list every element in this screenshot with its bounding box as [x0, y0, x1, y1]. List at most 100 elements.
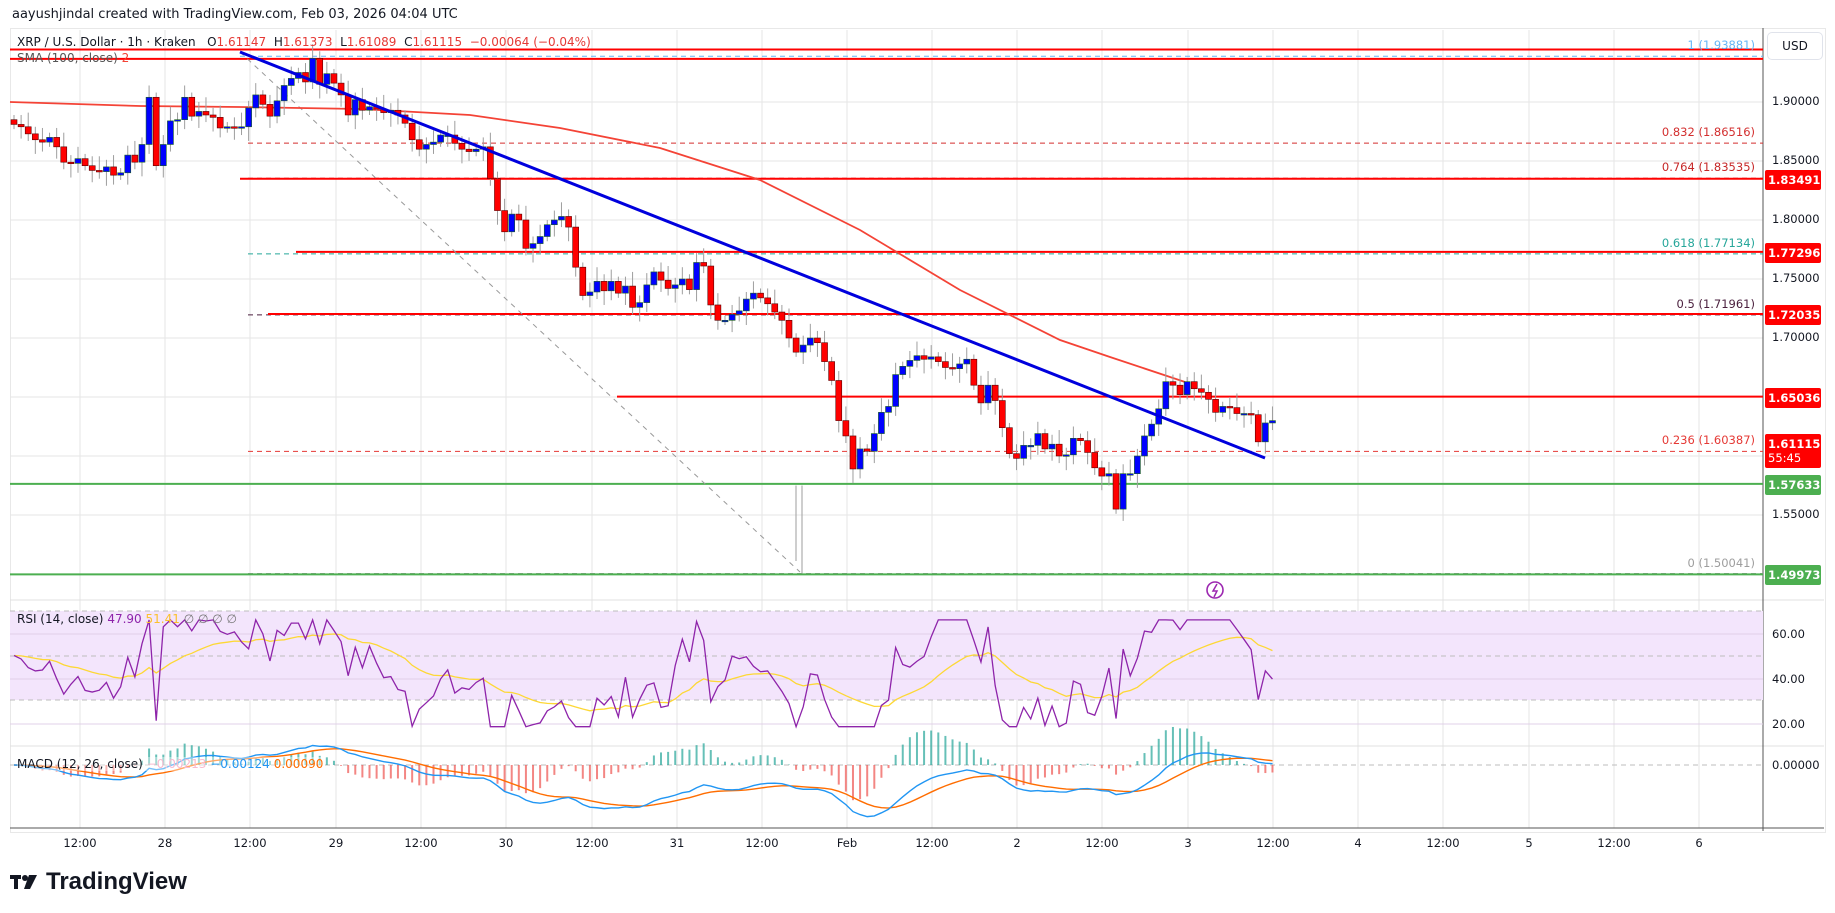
candle-down	[515, 213, 523, 221]
candle-up	[1062, 454, 1070, 457]
close-value: 1.61115	[412, 35, 463, 49]
rsi-axis-20: 20.00	[1772, 717, 1805, 731]
candle-up	[721, 319, 729, 323]
candle-up	[287, 78, 295, 86]
candle-down	[494, 178, 501, 211]
candle-up	[224, 126, 231, 129]
candle-down	[615, 281, 622, 294]
macd-hist-value: −0.00213	[146, 757, 207, 771]
candle-down	[10, 119, 18, 125]
candle-down	[600, 281, 608, 292]
candle-up	[273, 100, 281, 117]
candle-up	[323, 73, 331, 85]
candle-up	[1034, 433, 1042, 446]
time-axis-tick: 12:00	[1085, 836, 1119, 850]
currency-button[interactable]: USD	[1767, 32, 1823, 60]
fib-level-label: 0.5 (1.71961)	[1676, 296, 1755, 311]
candle-up	[1048, 443, 1056, 450]
candle-down	[501, 210, 508, 233]
price-tag: 1.65036	[1765, 387, 1821, 408]
candle-down	[88, 165, 96, 171]
price-axis-tick: 1.75000	[1772, 271, 1820, 285]
candle-down	[657, 271, 665, 281]
price-tag: 1.61115 55:45	[1765, 433, 1821, 468]
candle-down	[792, 337, 800, 353]
rsi-legend[interactable]: RSI (14, close) 47.90 51.41 ∅ ∅ ∅ ∅	[17, 612, 237, 626]
candle-down	[1190, 381, 1198, 390]
candle-down	[188, 96, 196, 117]
candle-down	[998, 400, 1006, 428]
candle-up	[728, 314, 736, 321]
candle-down	[487, 146, 494, 179]
candle-down	[949, 367, 956, 370]
candle-up	[280, 85, 288, 102]
candle-up	[1269, 420, 1276, 424]
candle-up	[138, 144, 146, 163]
symbol-legend: XRP / U.S. Dollar · 1h · Kraken O1.61147…	[17, 35, 591, 49]
candle-down	[316, 58, 324, 85]
candle-down	[1233, 407, 1241, 414]
low-value: 1.61089	[346, 35, 397, 49]
candle-down	[778, 311, 786, 321]
candle-down	[764, 297, 771, 305]
price-axis-tick: 1.85000	[1772, 153, 1820, 167]
time-axis-tick: 6	[1695, 836, 1703, 850]
sma-legend[interactable]: SMA (100, close) 2	[17, 51, 130, 65]
sma-100-line	[9, 101, 1186, 383]
candle-up	[927, 356, 935, 360]
time-axis-tick: 12:00	[404, 836, 438, 850]
candle-down	[970, 358, 978, 386]
time-axis-tick: 12:00	[233, 836, 267, 850]
candle-down	[131, 154, 139, 163]
candle-up	[529, 243, 537, 249]
candle-down	[991, 384, 999, 401]
time-axis-tick: 28	[157, 836, 173, 850]
candle-down	[465, 148, 473, 152]
candle-up	[807, 337, 814, 346]
macd-value: −0.00124	[210, 757, 270, 771]
candle-down	[344, 94, 352, 116]
assistant-lightning-icon[interactable]	[1206, 581, 1224, 599]
time-axis-tick: 4	[1354, 836, 1362, 850]
time-axis-tick: Feb	[836, 836, 858, 850]
candle-down	[1013, 453, 1020, 459]
candle-down	[1198, 388, 1205, 393]
candle-up	[103, 166, 110, 172]
candle-up	[351, 99, 359, 116]
candle-up	[46, 137, 53, 143]
candle-up	[181, 96, 188, 120]
candle-up	[1027, 445, 1035, 448]
candle-down	[1169, 381, 1177, 386]
candle-down	[39, 139, 46, 143]
candle-up	[622, 285, 629, 294]
time-axis-tick: 12:00	[1256, 836, 1290, 850]
bar-countdown: 55:45	[1768, 450, 1802, 465]
candle-down	[1212, 399, 1219, 413]
change-value: −0.00064 (−0.04%)	[469, 35, 591, 49]
price-axis-tick: 1.70000	[1772, 330, 1820, 344]
candle-down	[67, 161, 75, 164]
macd-axis-zero: 0.00000	[1772, 758, 1820, 772]
candle-down	[814, 337, 821, 344]
candle-down	[458, 143, 466, 150]
tradingview-logo[interactable]: TradingView	[10, 868, 187, 896]
macd-legend[interactable]: MACD (12, 26, close) −0.00213 −0.00124 0…	[17, 757, 324, 771]
candle-up	[750, 292, 757, 300]
candle-up	[423, 144, 430, 150]
sma-value: 2	[121, 51, 130, 65]
price-tag: 1.72035	[1765, 304, 1821, 325]
candle-down	[785, 319, 793, 339]
time-axis-tick: 3	[1184, 836, 1192, 850]
candle-down	[408, 122, 416, 141]
time-axis-tick: 12:00	[745, 836, 779, 850]
candle-up	[856, 448, 864, 470]
candle-up	[643, 284, 651, 303]
candle-up	[1119, 473, 1127, 510]
macd-line	[13, 744, 1273, 818]
rsi-value: 47.90	[107, 612, 142, 626]
candle-down	[522, 219, 530, 249]
time-axis-tick: 12:00	[1597, 836, 1631, 850]
candle-up	[878, 412, 885, 434]
tradingview-logo-icon	[10, 875, 37, 889]
